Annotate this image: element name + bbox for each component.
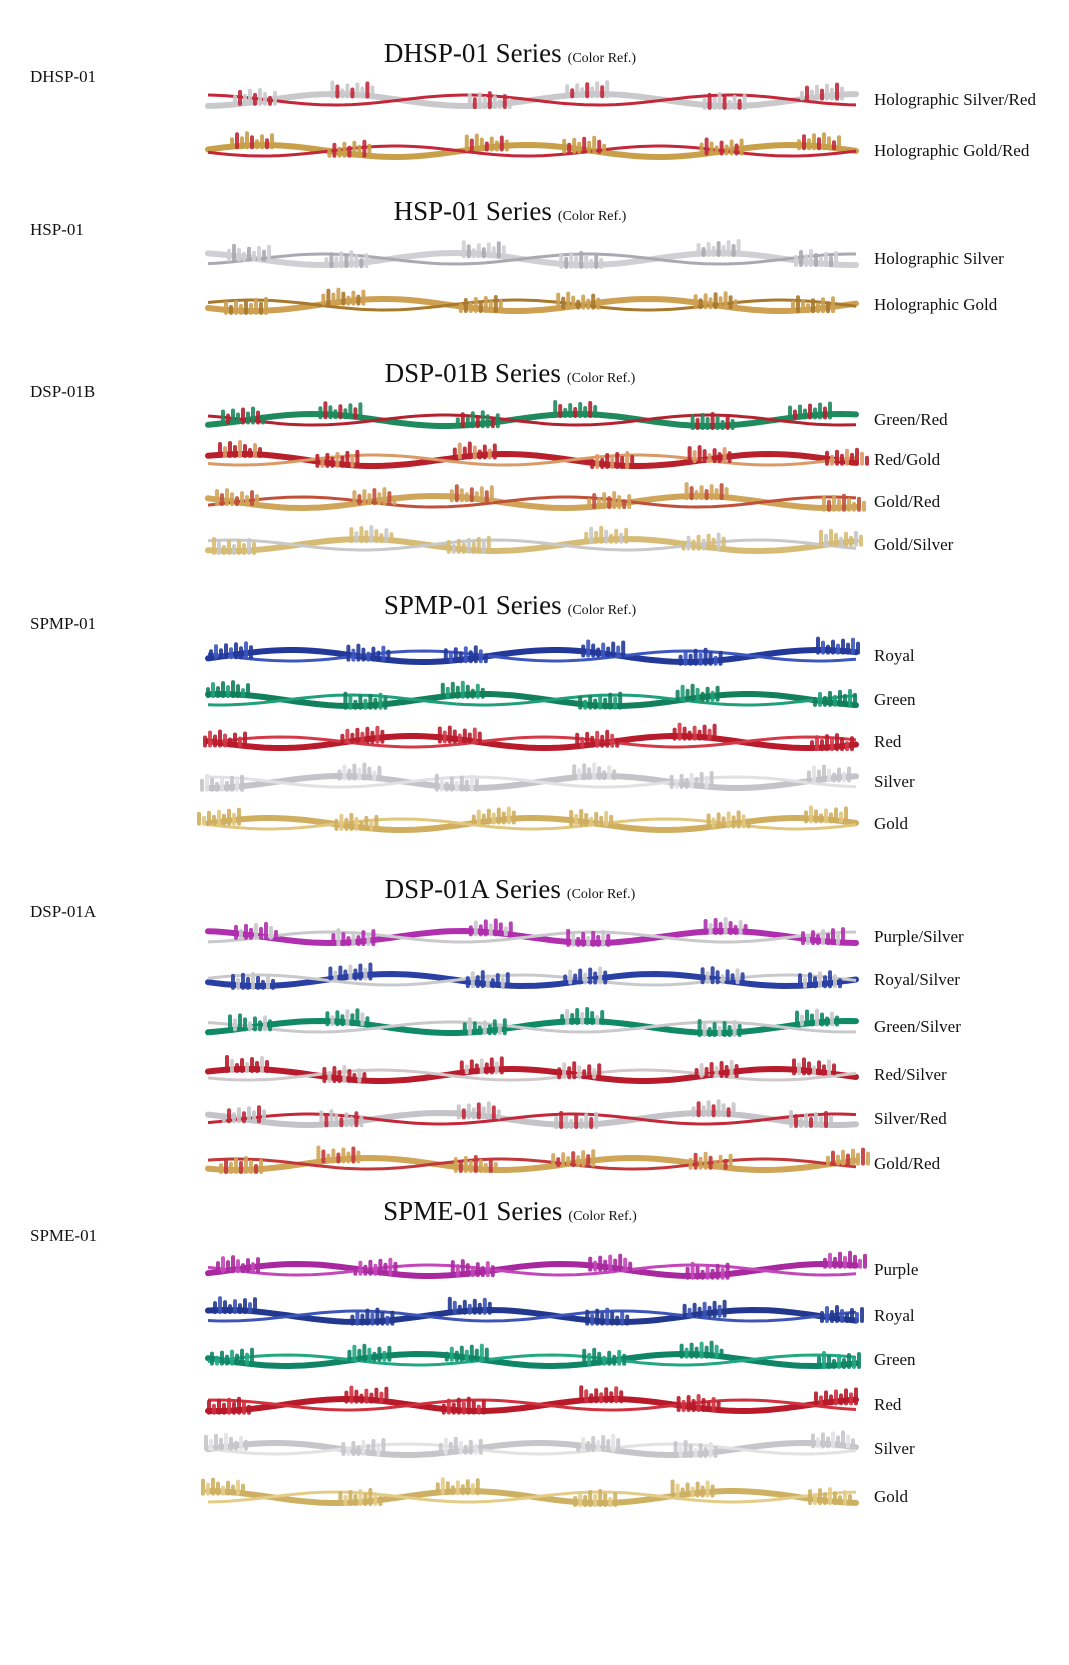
ribbon-swatch-green-silver: [205, 1003, 860, 1047]
series-title: DSP-01B Series (Color Ref.): [200, 358, 820, 389]
color-ref-note: (Color Ref.): [567, 603, 637, 618]
ribbon-swatch-red: [203, 718, 860, 762]
ribbon-swatch-royal: [205, 632, 860, 676]
color-name-label: Red/Silver: [874, 1065, 947, 1084]
color-name-label: Green: [874, 1350, 916, 1369]
color-name-label: Royal: [874, 1306, 915, 1325]
ribbon-swatch-silver-red: [205, 1095, 860, 1139]
series-code-label: HSP-01: [30, 220, 84, 239]
series-title-name: SPME-01 Series: [383, 1196, 563, 1226]
series-title: HSP-01 Series (Color Ref.): [200, 196, 820, 227]
color-name-label: Silver/Red: [874, 1109, 947, 1128]
color-name-label: Red: [874, 732, 902, 751]
color-name-label: Gold/Red: [874, 492, 941, 511]
ribbon-swatch-green-red: [205, 396, 860, 440]
color-name-label: Gold/Red: [874, 1154, 941, 1173]
color-name-label: Holographic Gold/Red: [874, 141, 1030, 160]
ribbon-swatch-holographic-gold-red: [205, 127, 860, 171]
series-title: SPME-01 Series (Color Ref.): [200, 1196, 820, 1227]
series-title-name: DSP-01B Series: [384, 358, 561, 388]
color-name-label: Silver: [874, 772, 915, 791]
color-name-label: Green: [874, 690, 916, 709]
color-name-label: Holographic Gold: [874, 295, 998, 314]
ribbon-swatch-silver: [200, 758, 860, 802]
color-name-label: Royal: [874, 646, 915, 665]
color-name-label: Purple/Silver: [874, 927, 964, 946]
ribbon-swatch-red-silver: [205, 1051, 860, 1095]
series-code-label: SPME-01: [30, 1226, 98, 1245]
ribbon-swatch-purple: [205, 1246, 867, 1290]
series-code-label: SPMP-01: [30, 614, 97, 633]
color-name-label: Red/Gold: [874, 450, 941, 469]
color-name-label: Gold: [874, 814, 908, 833]
ribbon-swatch-holographic-silver: [205, 235, 860, 279]
color-ref-note: (Color Ref.): [566, 371, 636, 386]
series-code-label: DSP-01A: [30, 902, 97, 921]
series-title: SPMP-01 Series (Color Ref.): [200, 590, 820, 621]
color-ref-note: (Color Ref.): [567, 51, 637, 66]
ribbon-swatch-gold-red: [205, 478, 866, 522]
ribbon-swatch-gold-red: [205, 1140, 870, 1184]
series-title: DHSP-01 Series (Color Ref.): [200, 38, 820, 69]
series-code-label: DSP-01B: [30, 382, 96, 401]
series-title-name: SPMP-01 Series: [383, 590, 562, 620]
ribbon-swatch-green: [205, 676, 860, 720]
ribbon-swatch-red: [205, 1381, 860, 1425]
ribbon-swatch-silver: [204, 1425, 860, 1469]
color-name-label: Gold/Silver: [874, 535, 954, 554]
color-name-label: Holographic Silver/Red: [874, 90, 1036, 109]
ribbon-swatch-green: [205, 1336, 861, 1380]
series-title-name: HSP-01 Series: [393, 196, 552, 226]
ribbon-swatch-royal-silver: [205, 956, 860, 1000]
ribbon-swatch-gold: [197, 800, 860, 844]
ribbon-swatch-purple-silver: [205, 913, 860, 957]
color-name-label: Royal/Silver: [874, 970, 960, 989]
series-code-label: DHSP-01: [30, 67, 97, 86]
series-title: DSP-01A Series (Color Ref.): [200, 874, 820, 905]
ribbon-swatch-holographic-gold: [205, 281, 860, 325]
color-name-label: Holographic Silver: [874, 249, 1004, 268]
series-title-name: DHSP-01 Series: [383, 38, 562, 68]
color-name-label: Gold: [874, 1487, 908, 1506]
color-name-label: Green/Silver: [874, 1017, 961, 1036]
series-title-name: DSP-01A Series: [384, 874, 561, 904]
color-name-label: Green/Red: [874, 410, 948, 429]
ribbon-swatch-royal: [205, 1292, 864, 1336]
ribbon-swatch-gold-silver: [205, 521, 863, 565]
ribbon-swatch-red-gold: [205, 436, 869, 480]
ribbon-swatch-holographic-silver-red: [205, 76, 860, 120]
color-ref-note: (Color Ref.): [566, 887, 636, 902]
color-ref-note: (Color Ref.): [557, 209, 627, 224]
color-name-label: Purple: [874, 1260, 919, 1279]
ribbon-swatch-gold: [201, 1473, 860, 1517]
color-name-label: Red: [874, 1395, 902, 1414]
color-ref-note: (Color Ref.): [568, 1209, 637, 1224]
color-name-label: Silver: [874, 1439, 915, 1458]
